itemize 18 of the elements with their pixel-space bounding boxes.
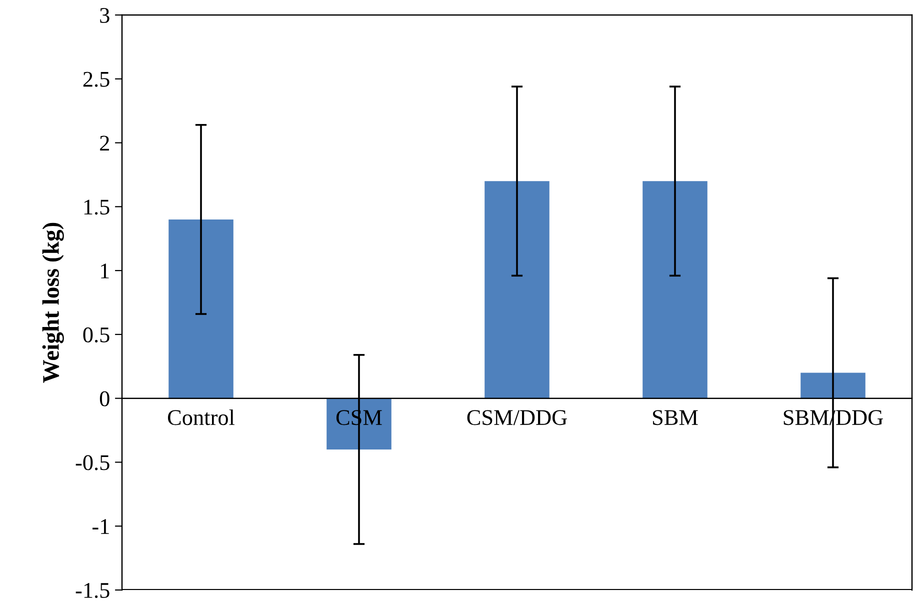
y-tick-label: 3 bbox=[100, 8, 110, 23]
y-tick-label: 0 bbox=[100, 391, 110, 406]
y-tick-label: 2 bbox=[100, 136, 109, 150]
y-tick-label: -1 bbox=[92, 519, 109, 534]
bar bbox=[800, 372, 866, 398]
x-tick-label: Control bbox=[168, 409, 235, 426]
y-tick-label: -1.5 bbox=[76, 583, 110, 598]
y-tick-label: 2.5 bbox=[83, 72, 110, 87]
y-tick-label: -0.5 bbox=[76, 455, 110, 470]
bar bbox=[484, 181, 550, 398]
y-axis-title: Weight loss (kg) bbox=[42, 222, 64, 383]
y-tick-label: 0.5 bbox=[83, 327, 110, 342]
bar bbox=[642, 181, 708, 398]
bar bbox=[168, 219, 234, 398]
y-tick-label: 1 bbox=[101, 264, 109, 278]
x-tick-label: CSM/DDG bbox=[467, 410, 567, 426]
x-tick-label: SBM bbox=[653, 410, 698, 426]
y-tick-label: 1.5 bbox=[84, 200, 110, 215]
